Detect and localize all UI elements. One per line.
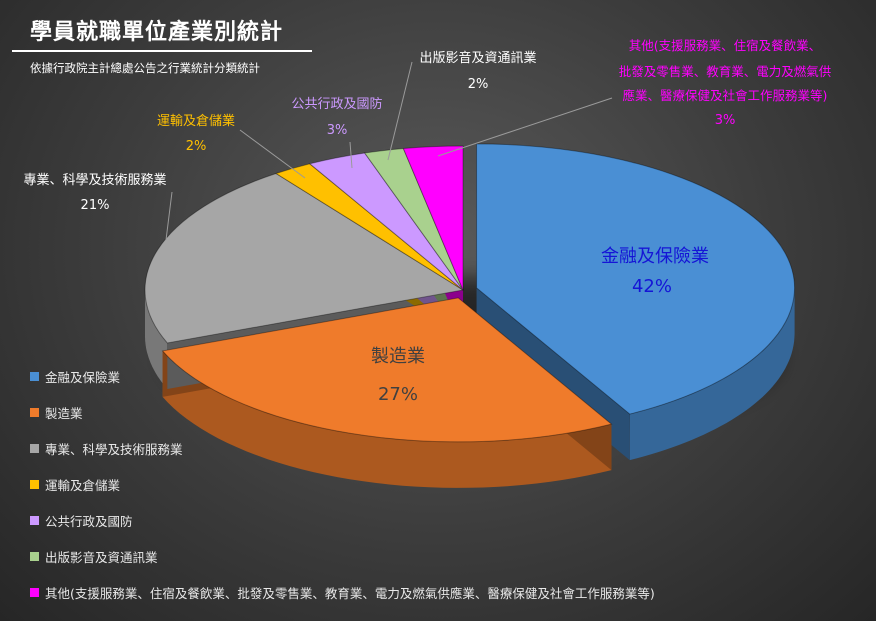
slice-label-2: 專業、科學及技術服務業: [23, 172, 166, 188]
legend-swatch: [30, 371, 39, 381]
slice-value-1: 27%: [378, 384, 418, 405]
legend-item: 運輸及倉儲業: [30, 466, 655, 502]
leader-line-5: [387, 61, 413, 161]
slice-value-2: 21%: [81, 198, 110, 213]
legend-swatch: [30, 407, 39, 417]
pie-slice-6: [402, 145, 464, 291]
legend-swatch: [30, 515, 39, 525]
chart-title: 學員就職單位產業別統計: [30, 20, 284, 45]
pie-slice-0: [476, 143, 796, 415]
pie-side-2: [145, 290, 168, 389]
slice-value-4: 3%: [327, 123, 348, 138]
slice-label-6-line-1: 批發及零售業、教育業、電力及燃氣供: [619, 64, 832, 79]
legend-label: 金融及保險業: [45, 369, 121, 385]
legend-label: 專業、科學及技術服務業: [45, 441, 183, 457]
slice-label-0: 金融及保險業: [601, 246, 709, 267]
chart-subtitle: 依據行政院主計總處公告之行業統計分類統計: [30, 61, 260, 75]
legend-item: 專業、科學及技術服務業: [30, 430, 655, 466]
slice-value-5: 2%: [468, 77, 489, 92]
legend-item: 製造業: [30, 394, 655, 430]
legend-swatch: [30, 551, 39, 561]
leader-line-3: [239, 129, 306, 179]
title-underline: [12, 50, 312, 52]
slice-label-1: 製造業: [371, 346, 425, 367]
legend-item: 出版影音及資通訊業: [30, 538, 655, 574]
pie-slice-1: [161, 297, 613, 443]
slice-label-3: 運輸及倉儲業: [157, 113, 235, 129]
leader-line-2: [165, 191, 173, 241]
legend-label: 出版影音及資通訊業: [45, 549, 158, 565]
legend-item: 公共行政及國防: [30, 502, 655, 538]
legend-label: 運輸及倉儲業: [45, 477, 121, 493]
legend-label: 製造業: [45, 405, 83, 421]
pie-side-0: [629, 287, 795, 461]
pie-side-1: [162, 350, 612, 488]
title-block: 學員就職單位產業別統計 依據行政院主計總處公告之行業統計分類統計: [8, 14, 312, 76]
chart-legend: 金融及保險業 製造業專業、科學及技術服務業 運輸及倉儲業 公共行政及國防出版影音及資通…: [30, 358, 655, 610]
slice-value-0: 42%: [632, 276, 672, 297]
legend-swatch: [30, 587, 39, 597]
pie-labels: 金融及保險業 42% 製造業 27% 專業、科學及技術服務業 21% 運輸及倉儲業 2% 公共行…: [23, 38, 831, 405]
pie-slice-5: [363, 148, 464, 291]
slice-value-3: 2%: [186, 139, 207, 154]
slice-label-6-line-0: 其他(支援服務業、住宿及餐飲業、: [629, 38, 821, 53]
leader-line-4: [349, 141, 353, 169]
legend-label: 公共行政及國防: [45, 513, 133, 529]
legend-swatch: [30, 443, 39, 453]
leader-line-6: [437, 97, 613, 157]
pie-slice-2: [144, 172, 465, 344]
slice-label-6-line-2: 應業、醫療保健及社會工作服務業等): [623, 88, 828, 103]
pie-slice-4: [308, 152, 464, 291]
legend-item: 其他(支援服務業、住宿及餐飲業、批發及零售業、教育業、電力及燃氣供應業、醫療保健…: [30, 574, 655, 610]
pie-slices: [144, 143, 796, 443]
legend-swatch: [30, 479, 39, 489]
legend-label: 其他(支援服務業、住宿及餐飲業、批發及零售業、教育業、電力及燃氣供應業、醫療保健…: [45, 585, 655, 601]
legend-item: 金融及保險業: [30, 358, 655, 394]
slice-value-6: 3%: [715, 113, 736, 128]
slice-label-5: 出版影音及資通訊業: [419, 50, 536, 66]
slice-label-4: 公共行政及國防: [291, 96, 382, 112]
